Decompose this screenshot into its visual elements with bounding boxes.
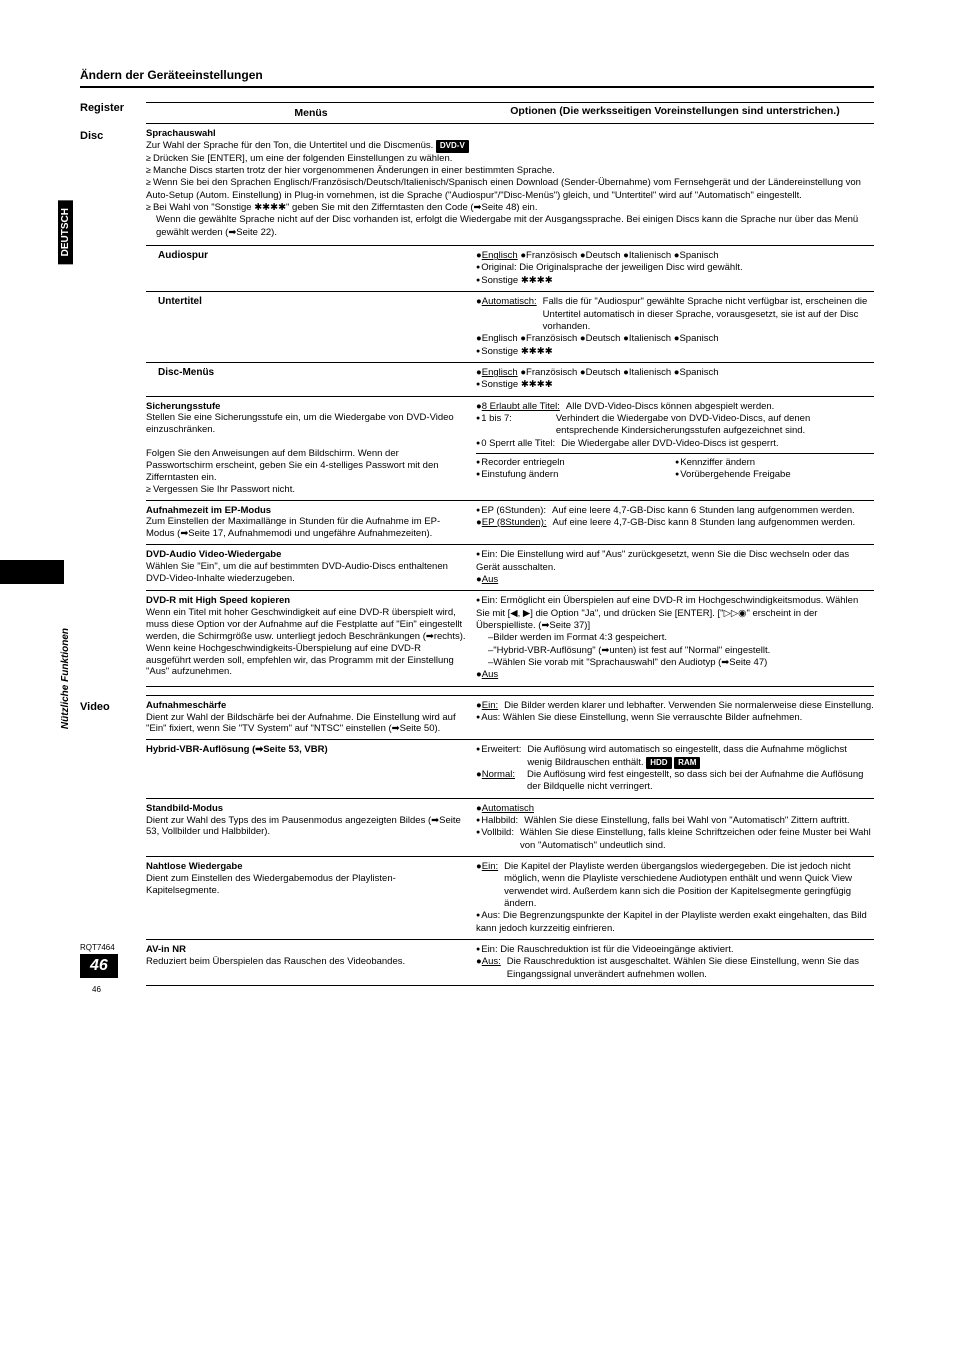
section-disc: Disc (80, 130, 136, 142)
standbild-voll: Vollbild: (476, 827, 514, 852)
schaerfe-title: Aufnahmeschärfe (146, 700, 466, 712)
avin-ein: Ein: Die Rauschreduktion ist für die Vid… (476, 944, 874, 956)
untertitel-auto: Automatisch: (482, 296, 537, 307)
page-number: 46 (80, 954, 118, 978)
dvdr-desc: Wenn ein Titel mit hoher Geschwindigkeit… (146, 607, 466, 678)
section-tab: Nützliche Funktionen (58, 620, 73, 737)
language-tab: DEUTSCH (58, 200, 73, 264)
audiospur-original: Original: Die Originalsprache der jeweil… (476, 262, 874, 274)
side-marker (0, 560, 64, 584)
sprachauswahl-b1: Drücken Sie [ENTER], um eine der folgend… (146, 153, 874, 165)
dvdr-d1: –Bilder werden im Format 4:3 gespeichert… (476, 632, 874, 644)
nahtlos-ein: Ein: (482, 861, 498, 872)
nahtlos-desc: Dient zum Einstellen des Wiedergabemodus… (146, 873, 466, 897)
copy-icon: ▷▷◉ (724, 608, 747, 619)
dvdr-title: DVD-R mit High Speed kopieren (146, 595, 466, 607)
ep6: EP (6Stunden): (476, 505, 546, 517)
dvdaudio-ein: Ein: Die Einstellung wird auf "Aus" zurü… (476, 549, 874, 574)
nahtlos-eind: Die Kapitel der Playliste werden übergan… (504, 861, 874, 910)
discmenus-langs: ●Französisch ●Deutsch ●Italienisch ●Span… (520, 367, 718, 378)
standbild-desc: Dient zur Wahl des Typs des im Pausenmod… (146, 815, 466, 839)
sicherung-desc1: Stellen Sie eine Sicherungsstufe ein, um… (146, 412, 466, 436)
discmenus-title: Disc-Menüs (146, 367, 214, 378)
standbild-title: Standbild-Modus (146, 803, 466, 815)
ep8d: Auf eine leere 4,7-GB-Disc kann 8 Stunde… (553, 517, 856, 529)
avin-aus: Aus: (482, 956, 501, 967)
nahtlos-aus: Aus: Die Begrenzungspunkte der Kapitel i… (476, 910, 874, 935)
untertitel-sonstige: Sonstige ✱✱✱✱ (476, 346, 874, 358)
sprachauswahl-line1: Zur Wahl der Sprache für den Ton, die Un… (146, 140, 433, 151)
untertitel-auto-desc: Falls die für "Audiospur" gewählte Sprac… (543, 296, 874, 333)
standbild-halbd: Wählen Sie diese Einstellung, falls bei … (524, 815, 849, 827)
section-video: Video (80, 701, 136, 713)
dvdr-d2: –"Hybrid-VBR-Auflösung" (➡unten) ist fes… (476, 645, 874, 657)
sicherung-r1: Recorder entriegeln (476, 457, 675, 469)
column-header-menus: Menüs (146, 103, 476, 123)
audiospur-sonstige: Sonstige ✱✱✱✱ (476, 275, 874, 287)
dvdv-badge: DVD-V (436, 140, 469, 152)
untertitel-langs: ●Englisch ●Französisch ●Deutsch ●Italien… (476, 333, 719, 344)
sprachauswahl-b2: Manche Discs starten trotz der hier vorg… (146, 165, 874, 177)
sicherung-desc2: Folgen Sie den Anweisungen auf dem Bilds… (146, 448, 466, 484)
standbild-halb: Halbbild: (476, 815, 518, 827)
audiospur-title: Audiospur (146, 250, 208, 261)
sprachauswahl-b3: Wenn Sie bei den Sprachen Englisch/Franz… (146, 177, 874, 202)
schaerfe-aus: Aus: Wählen Sie diese Einstellung, wenn … (476, 712, 874, 724)
dvdr-d3: –Wählen Sie vorab mit "Sprachauswahl" de… (476, 657, 874, 669)
hdd-badge: HDD (646, 757, 671, 769)
avin-title: AV-in NR (146, 944, 466, 956)
hybrid-normd: Die Auflösung wird fest eingestellt, so … (521, 769, 874, 794)
sicherung-desc3: Vergessen Sie Ihr Passwort nicht. (146, 484, 466, 496)
schaerfe-ein: Ein: (482, 700, 498, 711)
untertitel-title: Untertitel (146, 296, 202, 307)
sicherung-r3: Einstufung ändern (476, 469, 675, 481)
ep8: EP (8Stunden): (482, 517, 547, 528)
avin-ausd: Die Rauschreduktion ist ausgeschaltet. W… (507, 956, 874, 981)
column-header-options: Optionen (Die werksseitigen Voreinstellu… (476, 103, 874, 123)
hybrid-norm: Normal: (482, 769, 515, 780)
sprachauswahl-b5: Wenn die gewählte Sprache nicht auf der … (146, 214, 874, 239)
sprachauswahl-b4: Bei Wahl von "Sonstige ✱✱✱✱" geben Sie m… (146, 202, 874, 214)
column-header-register: Register (80, 102, 136, 114)
standbild-auto: Automatisch (482, 803, 534, 814)
sicherung-title: Sicherungsstufe (146, 401, 466, 413)
audiospur-langs: ●Französisch ●Deutsch ●Italienisch ●Span… (520, 250, 718, 261)
sicherung-r4: Vorübergehende Freigabe (675, 469, 874, 481)
nahtlos-title: Nahtlose Wiedergabe (146, 861, 466, 873)
sicherung-0: 0 Sperrt alle Titel: (476, 438, 555, 450)
ram-badge: RAM (674, 757, 700, 769)
audiospur-default: Englisch (482, 250, 518, 261)
sicherung-8d: Alle DVD-Video-Discs können abgespielt w… (566, 401, 774, 413)
dvdr-aus: Aus (482, 669, 498, 680)
dvdaudio-desc: Wählen Sie "Ein", um die auf bestimmten … (146, 561, 466, 585)
sicherung-r2: Kennziffer ändern (675, 457, 874, 469)
sicherung-17: 1 bis 7: (476, 413, 512, 438)
discmenus-sonstige: Sonstige ✱✱✱✱ (476, 379, 874, 391)
aufnahme-desc: Zum Einstellen der Maximallänge in Stund… (146, 516, 466, 540)
hybrid-erw: Erweitert: (476, 744, 521, 769)
sicherung-8: 8 Erlaubt alle Titel: (482, 401, 560, 412)
avin-desc: Reduziert beim Überspielen das Rauschen … (146, 956, 466, 968)
sicherung-17d: Verhindert die Wiedergabe von DVD-Video-… (518, 413, 874, 438)
hybrid-title: Hybrid-VBR-Auflösung (➡Seite 53, VBR) (146, 744, 466, 756)
schaerfe-eind: Die Bilder werden klarer und lebhafter. … (504, 700, 874, 712)
dvdaudio-aus: Aus (482, 574, 498, 585)
page-header: Ändern der Geräteeinstellungen (80, 68, 874, 88)
discmenus-default: Englisch (482, 367, 518, 378)
sprachauswahl-title: Sprachauswahl (146, 128, 216, 139)
schaerfe-desc: Dient zur Wahl der Bildschärfe bei der A… (146, 712, 466, 736)
standbild-volld: Wählen Sie diese Einstellung, falls klei… (520, 827, 874, 852)
sicherung-0d: Die Wiedergabe aller DVD-Video-Discs ist… (561, 438, 778, 450)
aufnahme-title: Aufnahmezeit im EP-Modus (146, 505, 466, 517)
doc-code: RQT7464 (80, 943, 115, 952)
page-number-small: 46 (92, 985, 101, 994)
dvdaudio-title: DVD-Audio Video-Wiedergabe (146, 549, 466, 561)
ep6d: Auf eine leere 4,7-GB-Disc kann 6 Stunde… (552, 505, 855, 517)
